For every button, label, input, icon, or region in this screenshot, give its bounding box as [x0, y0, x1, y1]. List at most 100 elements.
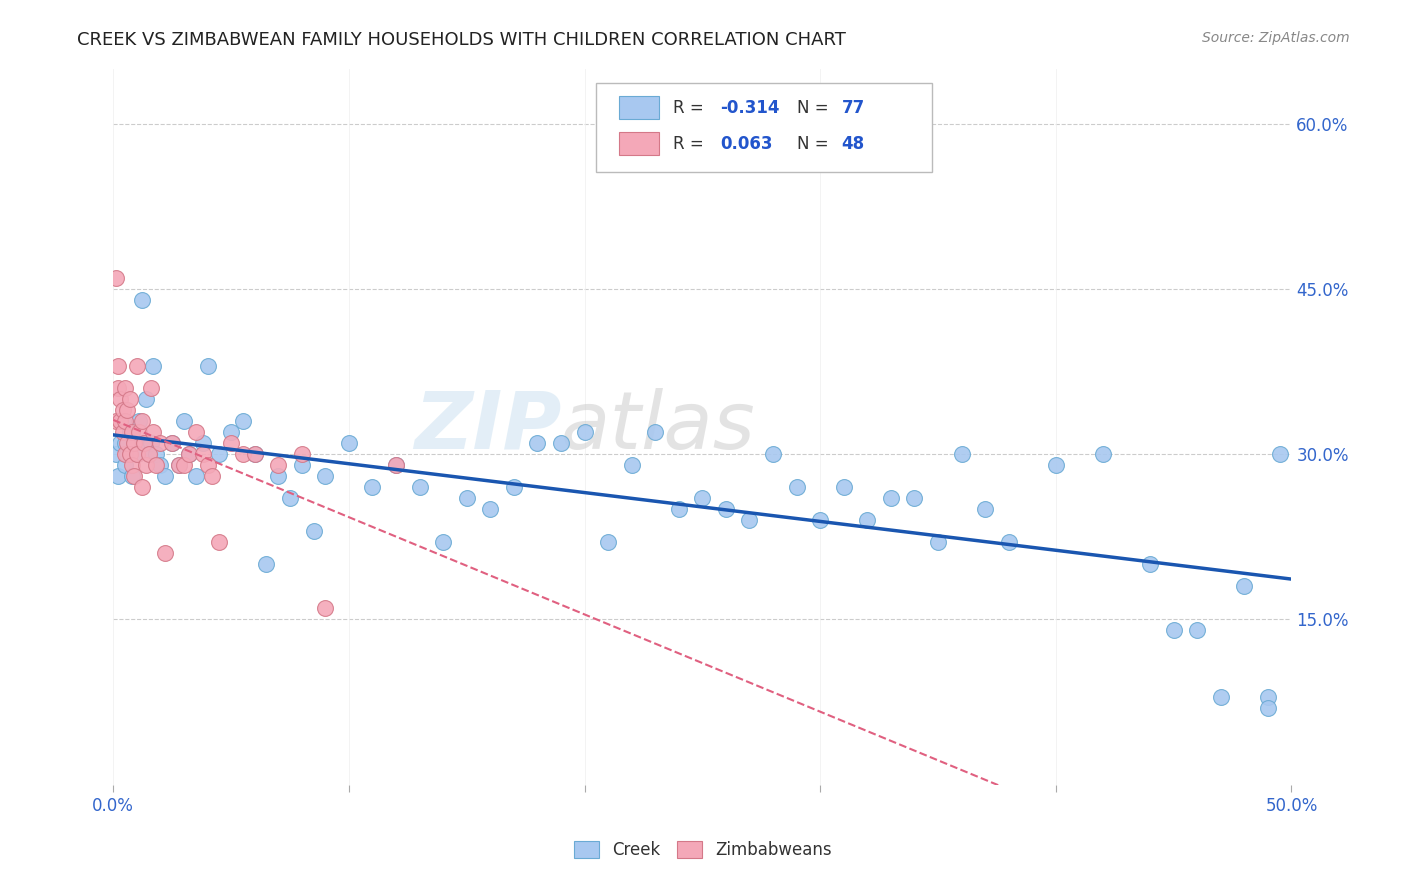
Point — [786, 480, 808, 494]
Point — [1185, 624, 1208, 638]
Point — [267, 469, 290, 483]
Point — [111, 414, 134, 428]
Point — [232, 414, 254, 428]
Point — [191, 447, 214, 461]
Point — [107, 359, 129, 373]
Legend: Creek, Zimbabweans: Creek, Zimbabweans — [567, 834, 839, 866]
Point — [135, 458, 157, 473]
Point — [1163, 624, 1185, 638]
Point — [114, 381, 136, 395]
Point — [125, 447, 148, 461]
Point — [927, 535, 949, 549]
Point — [361, 480, 384, 494]
Point — [219, 436, 242, 450]
Point — [385, 458, 408, 473]
Point — [832, 480, 855, 494]
FancyBboxPatch shape — [619, 96, 659, 120]
Text: 48: 48 — [841, 135, 865, 153]
Point — [173, 458, 195, 473]
FancyBboxPatch shape — [619, 132, 659, 155]
Point — [114, 458, 136, 473]
Point — [104, 414, 127, 428]
Point — [574, 425, 596, 439]
Point — [201, 469, 224, 483]
Point — [191, 436, 214, 450]
Text: CREEK VS ZIMBABWEAN FAMILY HOUSEHOLDS WITH CHILDREN CORRELATION CHART: CREEK VS ZIMBABWEAN FAMILY HOUSEHOLDS WI… — [77, 31, 846, 49]
Point — [620, 458, 643, 473]
Point — [167, 458, 190, 473]
Point — [208, 447, 231, 461]
Point — [278, 491, 301, 506]
Point — [644, 425, 666, 439]
Point — [125, 359, 148, 373]
Point — [107, 381, 129, 395]
Point — [131, 293, 153, 307]
Text: N =: N = — [797, 135, 834, 153]
Point — [1257, 700, 1279, 714]
Point — [177, 447, 200, 461]
Point — [149, 458, 172, 473]
Text: R =: R = — [673, 135, 709, 153]
Point — [432, 535, 454, 549]
Point — [762, 447, 785, 461]
Point — [302, 524, 325, 539]
Point — [125, 447, 148, 461]
Point — [153, 546, 176, 560]
Point — [149, 436, 172, 450]
Point — [110, 392, 132, 406]
Point — [337, 436, 360, 450]
Point — [903, 491, 925, 506]
Point — [267, 458, 290, 473]
Point — [974, 502, 997, 516]
Point — [173, 414, 195, 428]
Point — [104, 447, 127, 461]
Point — [950, 447, 973, 461]
Point — [111, 425, 134, 439]
Point — [142, 359, 165, 373]
Point — [526, 436, 548, 450]
Point — [1268, 447, 1291, 461]
Point — [714, 502, 737, 516]
Point — [138, 447, 160, 461]
Point — [117, 436, 139, 450]
Point — [128, 414, 150, 428]
Point — [208, 535, 231, 549]
Point — [142, 425, 165, 439]
Text: atlas: atlas — [561, 388, 756, 466]
Point — [314, 601, 336, 615]
Point — [668, 502, 690, 516]
Point — [598, 535, 620, 549]
Point — [121, 425, 143, 439]
Point — [808, 513, 831, 527]
Point — [408, 480, 430, 494]
Point — [184, 469, 207, 483]
Point — [243, 447, 266, 461]
Point — [117, 447, 139, 461]
Point — [117, 403, 139, 417]
Point — [232, 447, 254, 461]
Text: Source: ZipAtlas.com: Source: ZipAtlas.com — [1202, 31, 1350, 45]
Point — [314, 469, 336, 483]
Point — [153, 469, 176, 483]
Point — [121, 458, 143, 473]
Text: -0.314: -0.314 — [720, 99, 779, 117]
Point — [291, 447, 314, 461]
Point — [110, 414, 132, 428]
Point — [131, 480, 153, 494]
Point — [456, 491, 478, 506]
Point — [502, 480, 524, 494]
Point — [738, 513, 761, 527]
Point — [479, 502, 502, 516]
Point — [1209, 690, 1232, 704]
Point — [118, 447, 141, 461]
Point — [160, 436, 183, 450]
Point — [111, 403, 134, 417]
Text: ZIP: ZIP — [413, 388, 561, 466]
Point — [132, 436, 155, 450]
Point — [219, 425, 242, 439]
Point — [118, 392, 141, 406]
Point — [1139, 558, 1161, 572]
Text: R =: R = — [673, 99, 709, 117]
Point — [197, 458, 219, 473]
Point — [124, 469, 146, 483]
